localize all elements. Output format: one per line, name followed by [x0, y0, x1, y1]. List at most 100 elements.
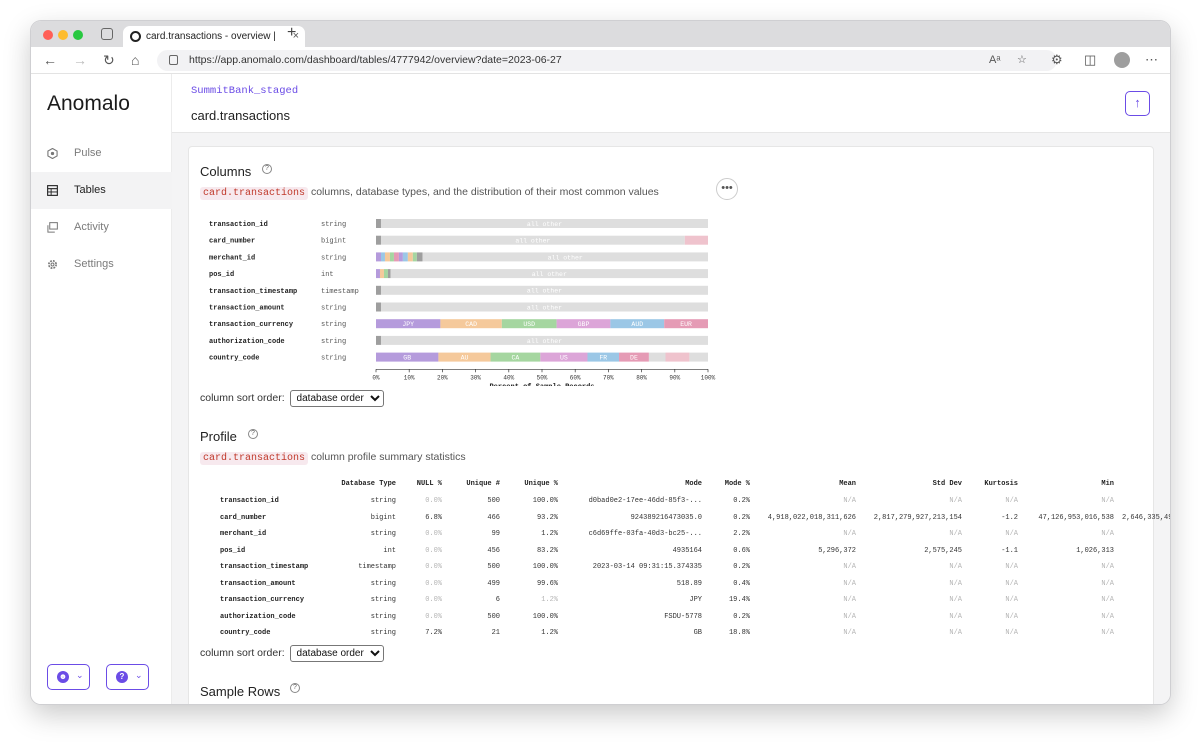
forward-icon[interactable]: →	[73, 52, 87, 68]
table-cell	[1118, 609, 1170, 626]
user-menu-button[interactable]: ☻ ⌄	[47, 664, 90, 690]
segment-label: GB	[403, 355, 411, 362]
bar-segment	[376, 219, 381, 228]
table-cell: N/A	[1101, 497, 1114, 506]
split-view-icon[interactable]: ◫	[1084, 52, 1097, 67]
main-content[interactable]: Columns ? card.transactions columns, dat…	[172, 133, 1170, 704]
address-bar[interactable]: https://app.anomalo.com/dashboard/tables…	[157, 50, 1057, 71]
reload-icon[interactable]: ↻	[103, 52, 115, 68]
table-cell: pos_id	[220, 546, 246, 555]
table-cell: N/A	[949, 579, 962, 588]
bar-segment	[387, 269, 391, 279]
profile-table: Database Type NULL % Unique # Unique % Mode M…	[200, 475, 1170, 642]
sidebar-item-tables[interactable]: Tables	[31, 172, 172, 209]
bar-segment	[440, 319, 502, 329]
table-cell: 0.0%	[425, 612, 442, 621]
bar-segment	[393, 252, 399, 262]
segment-label: US	[560, 355, 568, 362]
table-name-chip: card.transactions	[200, 187, 309, 200]
new-tab-icon[interactable]: +	[287, 24, 297, 41]
profile-description: column profile summary statistics	[310, 451, 466, 463]
help-menu-button[interactable]: ? ⌄	[106, 664, 149, 690]
table-cell: N/A	[949, 497, 962, 506]
x-tick-label: 40%	[503, 374, 514, 381]
x-tick-label: 70%	[603, 374, 614, 381]
app-logo[interactable]: Anomalo	[47, 92, 130, 115]
profile-header-cell: Unique #	[466, 480, 500, 488]
table-cell: 1.2%	[541, 629, 558, 638]
table-cell: 21	[491, 629, 500, 638]
bar-segment	[383, 269, 388, 279]
profile-avatar-icon[interactable]	[1114, 52, 1130, 68]
tab-title: card.transactions - overview |	[146, 31, 276, 42]
close-window-icon[interactable]	[43, 30, 53, 40]
x-tick-label: 50%	[537, 374, 548, 381]
home-icon[interactable]: ⌂	[131, 52, 140, 68]
bar-segment	[416, 252, 423, 262]
profile-header-cell: Std Dev	[932, 480, 962, 488]
bar-segment	[648, 352, 666, 362]
columns-help-icon[interactable]: ?	[262, 164, 272, 174]
table-cell: N/A	[1101, 530, 1114, 539]
table-cell: N/A	[1005, 596, 1018, 605]
column-name-label: transaction_id	[209, 221, 268, 229]
maximize-window-icon[interactable]	[73, 30, 83, 40]
profile-help-icon[interactable]: ?	[248, 429, 258, 439]
activity-icon	[47, 222, 58, 233]
table-row: transaction_id string 0.0% 500 100.0% d0bad0e…	[200, 493, 1170, 510]
profile-sort-select[interactable]: database order	[289, 645, 384, 662]
database-name-link[interactable]: SummitBank_staged	[191, 85, 299, 97]
table-cell	[1118, 493, 1170, 510]
column-sort-select[interactable]: database order	[289, 390, 384, 407]
minimize-window-icon[interactable]	[58, 30, 68, 40]
bar-segment	[380, 219, 708, 228]
browser-tab[interactable]: card.transactions - overview | ×	[123, 26, 305, 47]
bar-segment	[390, 269, 708, 279]
table-cell: 0.0%	[425, 530, 442, 539]
bar-segment	[402, 252, 408, 262]
user-avatar-icon: ☻	[57, 671, 69, 683]
table-cell: N/A	[949, 596, 962, 605]
table-cell: N/A	[843, 579, 856, 588]
sidebar-item-pulse[interactable]: Pulse	[31, 135, 172, 172]
more-options-button[interactable]: •••	[716, 178, 738, 200]
table-cell: N/A	[1005, 563, 1018, 572]
segment-label: USD	[523, 321, 535, 328]
table-row: transaction_amount string 0.0% 499 99.6% 518.…	[200, 576, 1170, 593]
table-cell: transaction_timestamp	[220, 563, 309, 572]
table-cell: 466	[487, 513, 500, 522]
columns-subtitle: card.transactions columns, database type…	[200, 186, 659, 200]
tab-actions-icon[interactable]	[101, 28, 113, 40]
bar-segment	[389, 252, 394, 262]
table-name-chip: card.transactions	[200, 452, 309, 465]
x-tick-label: 80%	[636, 374, 647, 381]
lock-icon	[169, 55, 178, 65]
table-cell: 6.8%	[425, 513, 442, 522]
gear-icon	[48, 260, 57, 269]
table-cell: 100.0%	[532, 563, 558, 572]
sidebar-item-activity[interactable]: Activity	[31, 209, 172, 246]
table-row: pos_id int 0.0% 456 83.2% 4935164 0.6% 5,296,37…	[200, 543, 1170, 560]
segment-label: GBP	[578, 321, 590, 328]
sample-rows-help-icon[interactable]: ?	[290, 683, 300, 693]
table-cell: N/A	[1101, 563, 1114, 572]
sample-rows-section-title: Sample Rows	[200, 684, 281, 699]
table-cell: 83.2%	[536, 546, 558, 555]
read-aloud-icon[interactable]: Aᵃ	[989, 54, 1001, 66]
tab-close-icon[interactable]: ×	[292, 30, 299, 42]
sort-label: column sort order:	[200, 647, 285, 659]
more-menu-icon[interactable]: ⋯	[1145, 52, 1158, 67]
bar-segment	[556, 319, 611, 329]
favorite-star-icon[interactable]: ☆	[1017, 54, 1027, 66]
share-upload-button[interactable]: ↑	[1125, 91, 1150, 116]
extensions-icon[interactable]: ⚙	[1051, 52, 1063, 67]
table-cell: 0.0%	[425, 563, 442, 572]
chevron-down-icon: ⌄	[135, 670, 143, 680]
segment-label: CA	[512, 355, 520, 362]
table-cell: int	[383, 546, 396, 555]
x-axis-title: Percent of Sample Records	[489, 383, 594, 386]
sidebar-item-settings[interactable]: Settings	[31, 246, 172, 283]
table-cell: string	[370, 612, 396, 621]
column-type-label: string	[321, 321, 346, 329]
back-icon[interactable]: ←	[43, 52, 57, 68]
